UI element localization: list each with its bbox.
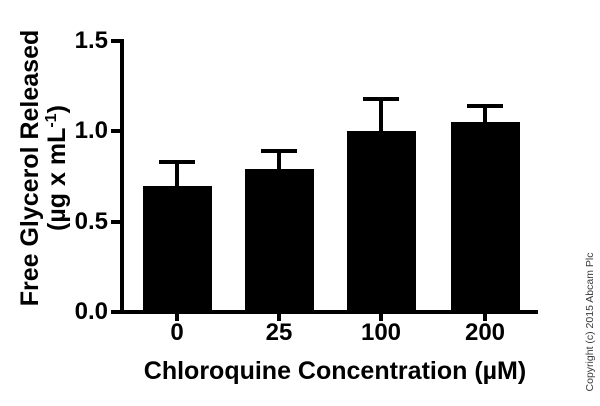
y-tick-mark: [111, 310, 121, 314]
error-bar-cap: [159, 160, 195, 165]
x-tick-label: 25: [265, 319, 293, 346]
error-bar-cap: [467, 104, 503, 108]
error-bar-cap: [261, 149, 297, 154]
bar: [346, 131, 416, 314]
x-tick-mark: [483, 313, 487, 321]
copyright-text: Copyright (c) 2015 Abcam Plc: [584, 252, 596, 392]
y-tick-mark: [111, 38, 121, 43]
error-bar-stem: [277, 151, 281, 170]
y-tick-label: 0.0: [74, 298, 108, 325]
x-tick-mark: [277, 313, 281, 321]
x-tick-mark: [379, 313, 383, 321]
error-bar-stem: [483, 106, 487, 123]
y-tick-label: 0.5: [74, 207, 108, 235]
y-axis-line: [120, 39, 124, 314]
y-tick-mark: [111, 129, 121, 134]
y-axis-title-line1: Free Glycerol Released: [16, 29, 44, 307]
y-tick-label: 1.0: [74, 117, 108, 145]
x-tick-label: 0: [170, 319, 184, 346]
x-axis-title: Chloroquine Concentration (µM): [143, 357, 527, 385]
bar: [450, 122, 520, 314]
bar: [142, 185, 212, 314]
y-axis-title: Free Glycerol Released (µg x mL-1): [16, 8, 71, 328]
error-bar-stem: [175, 162, 179, 186]
y-tick-mark: [111, 219, 121, 224]
y-axis-title-unit: (µg x mL-1): [43, 105, 71, 231]
x-tick-mark: [175, 313, 179, 321]
x-tick-label: 200: [464, 319, 506, 346]
error-bar-stem: [379, 98, 383, 132]
x-axis-line: [120, 310, 538, 314]
bar: [244, 169, 314, 314]
error-bar-cap: [363, 96, 399, 101]
y-tick-label: 1.5: [74, 26, 108, 54]
x-tick-label: 100: [360, 319, 402, 346]
